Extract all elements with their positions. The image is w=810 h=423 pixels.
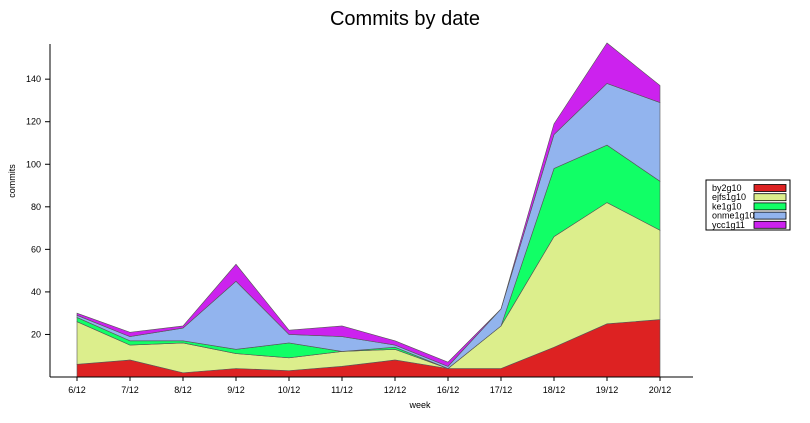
y-tick-label: 120	[26, 117, 41, 127]
chart-axes	[49, 44, 693, 378]
legend-swatch-ejfs1g10	[753, 193, 787, 202]
area-series-ycc1g11	[76, 42, 661, 367]
x-axis-label: week	[408, 400, 431, 410]
x-tick-label: 19/12	[596, 385, 619, 395]
x-tick-label: 10/12	[278, 385, 301, 395]
x-tick-label: 12/12	[384, 385, 407, 395]
legend-label-ejfs1g10: ejfs1g10	[712, 192, 746, 202]
y-ticks: 20 40 60 80 100 120 140	[26, 74, 50, 339]
y-tick-label: 20	[31, 329, 41, 339]
y-tick-label: 80	[31, 202, 41, 212]
legend-swatch-by2g10	[753, 184, 787, 192]
y-axis-label: commits	[7, 164, 17, 198]
x-tick-label: 11/12	[331, 385, 353, 395]
legend-label-onme1g10: onme1g10	[712, 211, 755, 221]
x-tick-label: 18/12	[543, 385, 566, 395]
x-ticks: 6/12 7/12 8/12 9/12 10/12 11/12 12/12 16/12 17/1…	[68, 377, 671, 395]
area-layers	[76, 42, 661, 378]
legend-label-by2g10: by2g10	[712, 183, 742, 193]
x-tick-label: 8/12	[174, 385, 192, 395]
x-tick-label: 6/12	[68, 385, 86, 395]
y-tick-label: 40	[31, 287, 41, 297]
y-tick-label: 100	[26, 159, 41, 169]
x-tick-label: 16/12	[437, 385, 460, 395]
legend-label-ycc1g11: ycc1g11	[712, 220, 745, 230]
y-tick-label: 60	[31, 244, 41, 254]
legend-swatch-ke1g10	[753, 202, 787, 211]
x-tick-label: 20/12	[649, 385, 672, 395]
x-tick-label: 9/12	[227, 385, 245, 395]
legend-swatch-onme1g10	[753, 211, 787, 220]
x-tick-label: 17/12	[490, 385, 513, 395]
legend-swatch-ycc1g11	[753, 220, 787, 229]
x-tick-label: 7/12	[121, 385, 139, 395]
y-tick-label: 140	[26, 74, 41, 84]
chart-title: Commits by date	[330, 8, 480, 30]
legend-label-ke1g10: ke1g10	[712, 201, 742, 211]
